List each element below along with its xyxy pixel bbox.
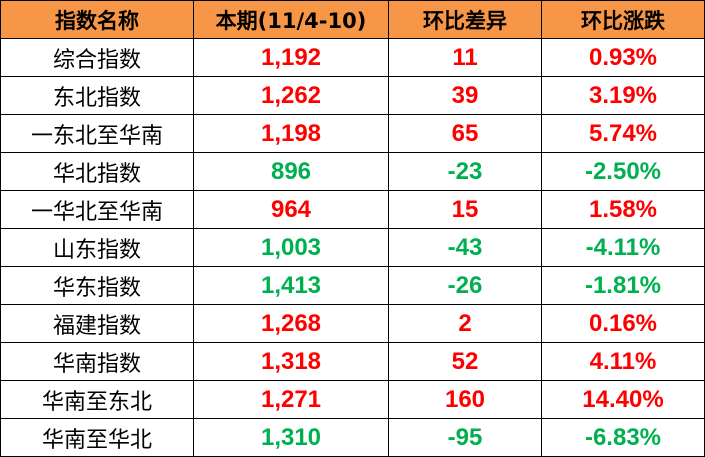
- current-value-cell: 1,192: [193, 38, 389, 77]
- table-row: 山东指数 1,003 -43 -4.11%: [0, 228, 705, 267]
- index-name-cell: 华南至华北: [0, 418, 194, 457]
- diff-cell: -95: [388, 418, 542, 457]
- table-row: 华东指数 1,413 -26 -1.81%: [0, 266, 705, 305]
- table-row: 一华北至华南 964 15 1.58%: [0, 190, 705, 229]
- current-value-cell: 1,413: [193, 266, 389, 305]
- table-row: 福建指数 1,268 2 0.16%: [0, 304, 705, 343]
- current-value-cell: 964: [193, 190, 389, 229]
- index-name-cell: 华北指数: [0, 152, 194, 191]
- index-name-cell: 一华北至华南: [0, 190, 194, 229]
- pct-change-cell: 0.16%: [541, 304, 705, 343]
- header-current-period: 本期(11/4-10): [193, 0, 389, 39]
- table-row: 华北指数 896 -23 -2.50%: [0, 152, 705, 191]
- pct-change-cell: 3.19%: [541, 76, 705, 115]
- diff-cell: 52: [388, 342, 542, 381]
- diff-cell: 2: [388, 304, 542, 343]
- index-name-cell: 东北指数: [0, 76, 194, 115]
- current-value-cell: 1,271: [193, 380, 389, 419]
- header-index-name: 指数名称: [0, 0, 194, 39]
- current-value-cell: 1,262: [193, 76, 389, 115]
- diff-cell: 11: [388, 38, 542, 77]
- current-value-cell: 1,003: [193, 228, 389, 267]
- pct-change-cell: 14.40%: [541, 380, 705, 419]
- index-name-cell: 华东指数: [0, 266, 194, 305]
- diff-cell: -43: [388, 228, 542, 267]
- pct-change-cell: -1.81%: [541, 266, 705, 305]
- table-row: 华南至华北 1,310 -95 -6.83%: [0, 418, 705, 457]
- diff-cell: -26: [388, 266, 542, 305]
- current-value-cell: 1,198: [193, 114, 389, 153]
- diff-cell: 39: [388, 76, 542, 115]
- header-row: 指数名称 本期(11/4-10) 环比差异 环比涨跌: [0, 0, 705, 39]
- table-row: 华南至东北 1,271 160 14.40%: [0, 380, 705, 419]
- current-value-cell: 1,268: [193, 304, 389, 343]
- header-pct-change: 环比涨跌: [541, 0, 705, 39]
- index-name-cell: 综合指数: [0, 38, 194, 77]
- table-row: 华南指数 1,318 52 4.11%: [0, 342, 705, 381]
- diff-cell: -23: [388, 152, 542, 191]
- table-row: 综合指数 1,192 11 0.93%: [0, 38, 705, 77]
- pct-change-cell: 1.58%: [541, 190, 705, 229]
- pct-change-cell: -2.50%: [541, 152, 705, 191]
- table-row: 东北指数 1,262 39 3.19%: [0, 76, 705, 115]
- index-name-cell: 山东指数: [0, 228, 194, 267]
- index-name-cell: 华南指数: [0, 342, 194, 381]
- pct-change-cell: -6.83%: [541, 418, 705, 457]
- index-name-cell: 华南至东北: [0, 380, 194, 419]
- pct-change-cell: 5.74%: [541, 114, 705, 153]
- current-value-cell: 1,318: [193, 342, 389, 381]
- current-value-cell: 896: [193, 152, 389, 191]
- header-diff: 环比差异: [388, 0, 542, 39]
- index-name-cell: 一东北至华南: [0, 114, 194, 153]
- pct-change-cell: 0.93%: [541, 38, 705, 77]
- pct-change-cell: -4.11%: [541, 228, 705, 267]
- index-name-cell: 福建指数: [0, 304, 194, 343]
- current-value-cell: 1,310: [193, 418, 389, 457]
- diff-cell: 160: [388, 380, 542, 419]
- table-row: 一东北至华南 1,198 65 5.74%: [0, 114, 705, 153]
- pct-change-cell: 4.11%: [541, 342, 705, 381]
- diff-cell: 65: [388, 114, 542, 153]
- diff-cell: 15: [388, 190, 542, 229]
